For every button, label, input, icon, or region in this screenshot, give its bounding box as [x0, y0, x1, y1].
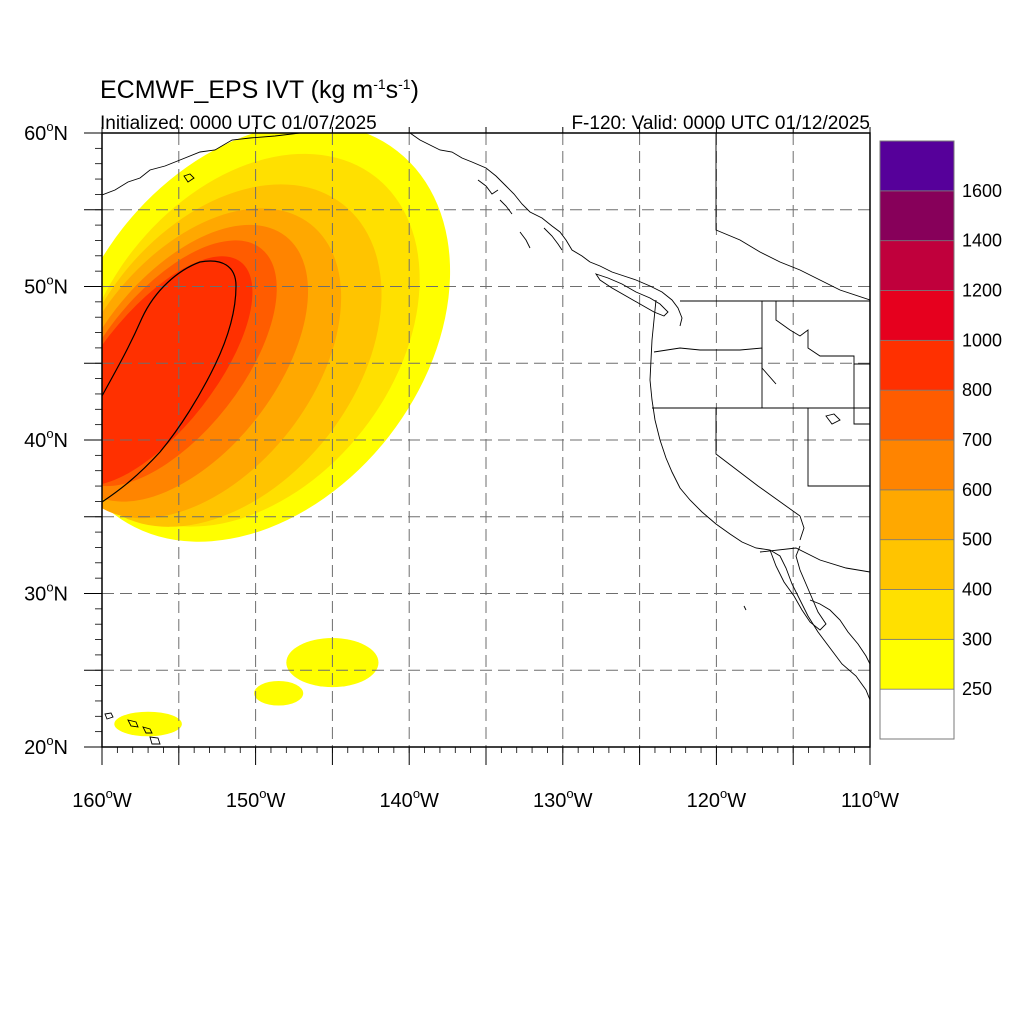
lon-tick-label: 140oW [379, 786, 439, 812]
bc-coastline [589, 261, 683, 327]
lat-tick-label: 20oN [24, 733, 68, 759]
colorbar-box-10 [879, 190, 955, 242]
ivt-contour-line [102, 260, 237, 503]
ivt-patch-250-1 [254, 680, 304, 706]
us-mexico-border [759, 547, 870, 573]
colorbar-box-9 [879, 240, 955, 291]
hawaii-islands [104, 712, 161, 745]
ivt-patch-250-2 [114, 711, 182, 737]
ut-co-border [853, 364, 870, 425]
chart-title: ECMWF_EPS IVT (kg m-1s-1) [100, 76, 419, 104]
nv-ut-border [807, 408, 870, 487]
colorbar-box-4 [879, 489, 955, 541]
colorbar-label-500: 500 [962, 530, 992, 550]
colorbar-label-700: 700 [962, 430, 992, 450]
colorbar-box-5 [879, 439, 955, 491]
ivt-band-800 [102, 256, 253, 486]
colorbar-label-400: 400 [962, 580, 992, 600]
us-west-coastline [649, 299, 870, 701]
lon-tick-label: 130oW [533, 786, 593, 812]
idaho-border [761, 301, 870, 408]
lon-tick-label: 150oW [226, 786, 286, 812]
alaska-coastline [102, 133, 301, 196]
initialized-label: Initialized: 0000 UTC 01/07/2025 [100, 113, 377, 134]
colorbar-label-800: 800 [962, 380, 992, 400]
colorbar-box-7 [879, 339, 955, 391]
colorbar-box-1 [879, 638, 955, 690]
colorbar-label-250: 250 [962, 679, 992, 699]
political-borders [652, 133, 870, 665]
colorbar-box-8 [879, 290, 955, 341]
colorbar-box-3 [879, 539, 955, 590]
alaska-islands [477, 179, 563, 251]
lat-tick-label: 60oN [24, 119, 68, 145]
lat-lon-grid [102, 133, 870, 747]
alaska-panhandle-coast [409, 133, 591, 263]
ivt-colorbar: 250 300 400 500 600 700 800 1000 1200 1400 1600 [879, 140, 1002, 740]
lon-tick-label: 160oW [72, 786, 132, 812]
map-axes: 160oW 150oW 140oW 130oW 120oW 110oW 20oN 30oN 40… [24, 119, 899, 812]
lat-tick-label: 40oN [24, 426, 68, 452]
ca-nv-border [715, 408, 801, 517]
colorbar-label-600: 600 [962, 480, 992, 500]
colorbar-box-2 [879, 589, 955, 640]
lat-tick-label: 50oN [24, 273, 68, 299]
map-plot-area [102, 133, 870, 747]
coastlines [102, 133, 870, 745]
gulf-of-alaska-islands [183, 173, 841, 611]
alaska-canada-border [715, 133, 870, 301]
colorbar-box-6 [879, 389, 955, 441]
lon-tick-label: 120oW [687, 786, 747, 812]
lat-tick-label: 30oN [24, 580, 68, 606]
colorbar-label-300: 300 [962, 629, 992, 649]
colorbar-frame [879, 140, 955, 740]
colorbar-label-1600: 1600 [962, 181, 1002, 201]
lon-tick-label: 110oW [841, 786, 899, 812]
baja-peninsula [769, 545, 827, 631]
vancouver-island [594, 273, 669, 317]
colorbar-label-1200: 1200 [962, 281, 1002, 301]
colorbar-label-1400: 1400 [962, 231, 1002, 251]
gulf-of-california-coast [799, 515, 870, 665]
colorbar-box-11 [879, 140, 955, 192]
colorbar-box-0 [879, 688, 955, 740]
valid-label: F-120: Valid: 0000 UTC 01/12/2025 [571, 113, 870, 134]
colorbar-label-1000: 1000 [962, 330, 1002, 350]
